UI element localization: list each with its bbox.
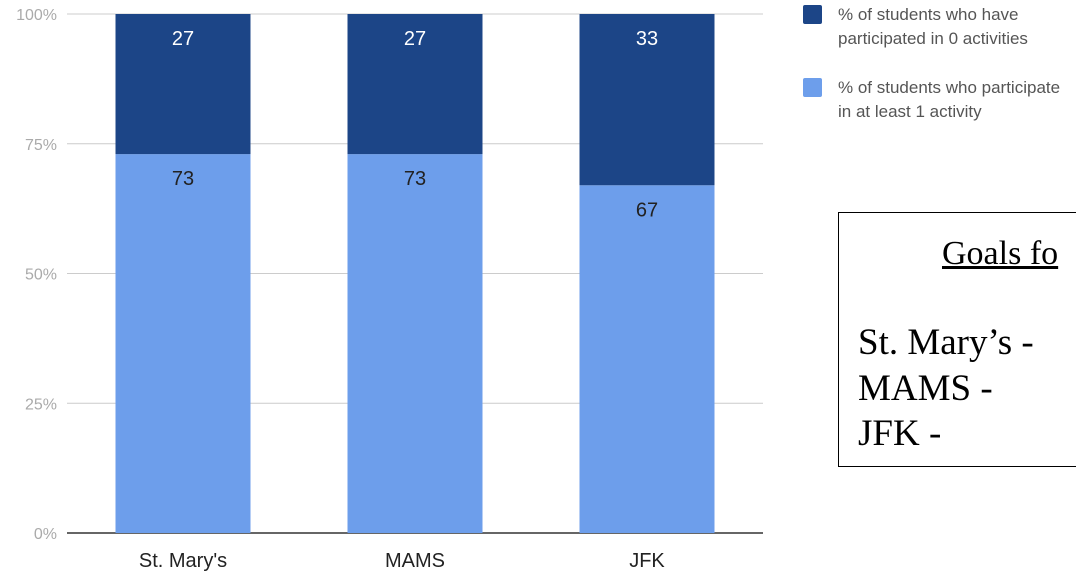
goals-box: Goals fo St. Mary’s - MAMS - JFK -	[838, 212, 1076, 467]
bar-segment	[579, 185, 715, 533]
stacked-bar-chart: 0% 25% 50% 75% 100% 73 27 St. Mary's 73 27 MAMS 67 3…	[16, 7, 763, 572]
goal-line-jfk: JFK -	[858, 413, 942, 454]
y-tick-label: 25%	[25, 396, 57, 413]
bar-segment	[347, 154, 483, 533]
y-tick-label: 0%	[34, 526, 57, 543]
x-tick-label: JFK	[629, 550, 665, 572]
goals-title: Goals fo	[942, 235, 1059, 272]
y-tick-label: 75%	[25, 137, 57, 154]
legend-label-zero-activities: % of students who have participated in 0…	[838, 5, 1028, 48]
x-tick-label: St. Mary's	[139, 550, 227, 572]
y-tick-label: 100%	[16, 7, 57, 24]
data-label: 73	[172, 168, 194, 190]
legend-label-at-least-one-activity: % of students who participate in at leas…	[838, 78, 1061, 121]
bar-segment	[579, 14, 715, 186]
data-label: 27	[404, 28, 426, 50]
data-label: 33	[636, 28, 658, 50]
legend-swatch-at-least-one-activity	[803, 78, 822, 97]
x-tick-label: MAMS	[385, 550, 445, 572]
data-label: 27	[172, 28, 194, 50]
bar-segment	[347, 14, 483, 155]
y-tick-label: 50%	[25, 267, 57, 284]
bar-segment	[115, 14, 251, 155]
goal-line-st-marys: St. Mary’s -	[858, 322, 1034, 363]
data-label: 73	[404, 168, 426, 190]
data-label: 67	[636, 199, 658, 221]
legend-swatch-zero-activities	[803, 5, 822, 24]
goal-line-mams: MAMS -	[858, 368, 993, 409]
bar-segment	[115, 154, 251, 533]
